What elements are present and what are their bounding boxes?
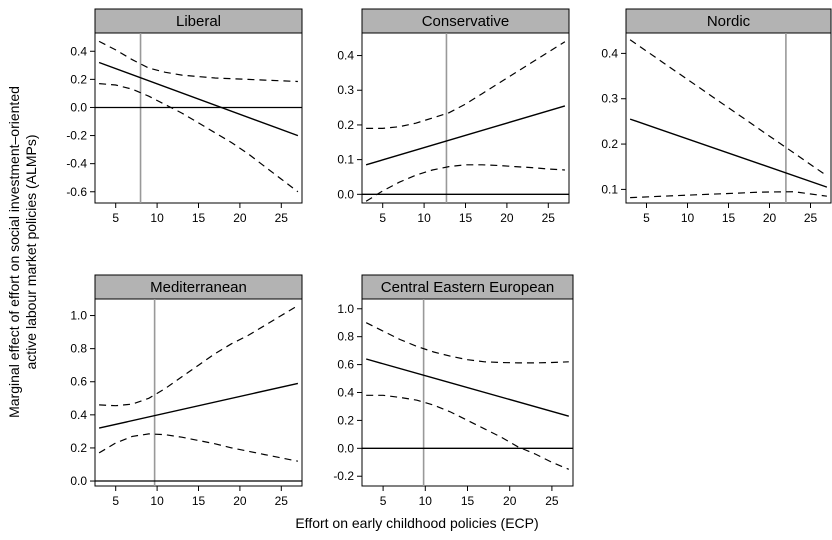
y-tick-label: 0.2: [70, 72, 87, 86]
confidence-bound-line: [98, 40, 298, 83]
facet-panel: Liberal 5 10 15 20 25 -0.6 -0.4 -0.2 0.0 0.2 0.4: [66, 8, 303, 225]
plot-lines: [95, 299, 302, 486]
x-tick-label: 10: [419, 494, 433, 508]
panel-title: Nordic: [707, 13, 751, 30]
x-tick-label: 15: [722, 211, 736, 225]
y-tick-label: 0.1: [337, 153, 354, 167]
y-tick-label: 0.6: [70, 375, 87, 389]
panel-title: Conservative: [422, 13, 510, 30]
y-tick-label: 0.3: [337, 83, 354, 97]
plot-lines: [629, 33, 828, 203]
y-tick-label: 0.0: [70, 474, 87, 488]
panel-title: Mediterranean: [150, 279, 247, 296]
x-tick-label: 5: [112, 494, 119, 508]
y-tick-label: 0.2: [70, 441, 87, 455]
y-tick-label: 0.4: [337, 386, 354, 400]
x-tick-label: 15: [192, 211, 206, 225]
x-tick-label: 5: [379, 211, 386, 225]
confidence-bound-line: [365, 322, 569, 364]
confidence-bound-line: [366, 41, 566, 129]
x-tick-label: 15: [459, 211, 473, 225]
y-tick-label: 0.6: [337, 358, 354, 372]
x-tick-label: 10: [150, 211, 164, 225]
confidence-bound-line: [98, 433, 299, 462]
facet-panel: Mediterranean 5 10 15 20 25 0.0 0.2 0.4 0.6 0.8 1.0: [70, 274, 303, 508]
plot-frame: [94, 298, 303, 487]
y-axis-title-line2: active labour market policies (ALMPs): [23, 135, 39, 370]
x-tick-label: 25: [804, 211, 818, 225]
x-axis-title: Effort on early childhood policies (ECP): [295, 515, 538, 531]
x-tick-label: 25: [542, 211, 556, 225]
x-tick-label: 10: [150, 494, 164, 508]
x-tick-label: 15: [192, 494, 206, 508]
y-tick-label: 0.4: [601, 46, 618, 60]
y-tick-label: 0.0: [70, 100, 87, 114]
plot-frame: [361, 32, 570, 204]
y-tick-label: -0.2: [333, 469, 354, 483]
y-tick-label: 1.0: [337, 302, 354, 316]
facet-panel: Conservative 5 10 15 20 25 0.0 0.1 0.2 0.3 0.4: [337, 8, 570, 225]
confidence-bound-line: [630, 191, 827, 199]
y-tick-label: 0.2: [337, 118, 354, 132]
confidence-bound-line: [366, 394, 570, 470]
x-tick-label: 25: [275, 211, 289, 225]
panel-strip: [625, 8, 832, 34]
marginal-effect-line: [98, 61, 299, 137]
y-axis-title-line1: Marginal effect of effort on social inve…: [6, 86, 22, 418]
y-tick-label: 0.0: [337, 441, 354, 455]
marginal-effect-line: [365, 105, 566, 166]
y-tick-label: -0.4: [66, 157, 87, 171]
y-tick-label: 0.0: [337, 187, 354, 201]
plot-lines: [362, 33, 569, 203]
y-tick-label: 0.8: [337, 330, 354, 344]
x-tick-label: 20: [503, 494, 517, 508]
panel-title: Liberal: [176, 13, 221, 30]
y-tick-label: 0.4: [70, 44, 87, 58]
x-tick-label: 20: [233, 494, 247, 508]
marginal-effect-line: [98, 382, 299, 429]
panel-strip: [94, 8, 303, 34]
y-tick-label: -0.2: [66, 129, 87, 143]
y-tick-label: 0.1: [601, 182, 618, 196]
x-tick-label: 20: [500, 211, 514, 225]
confidence-bound-line: [99, 83, 299, 193]
x-tick-label: 5: [112, 211, 119, 225]
x-tick-label: 5: [380, 494, 387, 508]
facet-panel: Nordic 5 10 15 20 25 0.1 0.2 0.3 0.4: [601, 8, 832, 225]
plot-frame: [94, 32, 303, 204]
plot-frame: [361, 298, 574, 487]
y-tick-label: 0.3: [601, 92, 618, 106]
panel-title: Central Eastern European: [381, 279, 554, 296]
y-tick-label: 0.2: [337, 413, 354, 427]
x-tick-label: 25: [545, 494, 559, 508]
x-tick-label: 5: [643, 211, 650, 225]
plot-lines: [362, 299, 573, 486]
y-tick-label: 1.0: [70, 309, 87, 323]
marginal-effect-line: [629, 118, 828, 188]
facet-panel: Central Eastern European 5 10 15 20 25 -0.2 0.0…: [333, 274, 574, 508]
y-tick-label: 0.8: [70, 342, 87, 356]
y-tick-label: -0.6: [66, 185, 87, 199]
x-tick-label: 10: [417, 211, 431, 225]
y-tick-label: 0.2: [601, 137, 618, 151]
x-tick-label: 20: [233, 211, 247, 225]
y-tick-label: 0.4: [337, 49, 354, 63]
confidence-bound-line: [365, 164, 565, 202]
x-tick-label: 10: [681, 211, 695, 225]
panel-strip: [94, 274, 303, 300]
confidence-bound-line: [99, 305, 299, 407]
x-tick-label: 25: [275, 494, 289, 508]
y-tick-label: 0.4: [70, 408, 87, 422]
x-tick-label: 15: [461, 494, 475, 508]
confidence-bound-line: [629, 39, 828, 177]
marginal-effect-line: [366, 358, 569, 417]
x-tick-label: 20: [763, 211, 777, 225]
panel-strip: [361, 274, 574, 300]
plot-lines: [95, 33, 302, 203]
